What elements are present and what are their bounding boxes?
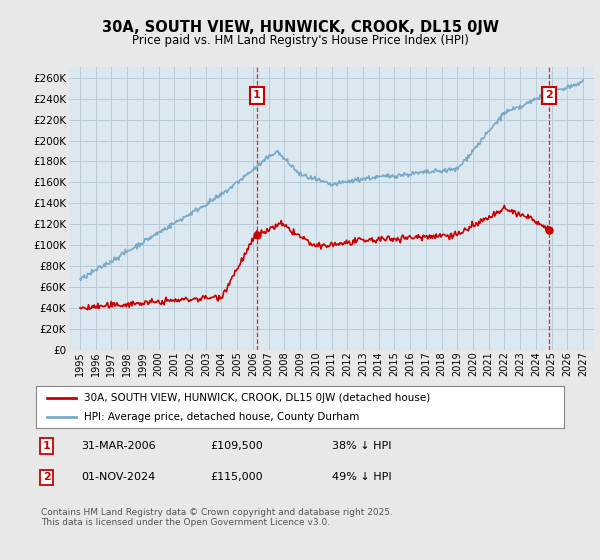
Text: 01-NOV-2024: 01-NOV-2024 (81, 473, 155, 482)
Text: 49% ↓ HPI: 49% ↓ HPI (332, 473, 391, 482)
Text: HPI: Average price, detached house, County Durham: HPI: Average price, detached house, Coun… (83, 412, 359, 422)
Text: £109,500: £109,500 (210, 441, 263, 451)
Text: 30A, SOUTH VIEW, HUNWICK, CROOK, DL15 0JW: 30A, SOUTH VIEW, HUNWICK, CROOK, DL15 0J… (101, 20, 499, 35)
Text: 30A, SOUTH VIEW, HUNWICK, CROOK, DL15 0JW (detached house): 30A, SOUTH VIEW, HUNWICK, CROOK, DL15 0J… (83, 393, 430, 403)
Text: 38% ↓ HPI: 38% ↓ HPI (332, 441, 391, 451)
Text: 1: 1 (253, 91, 261, 100)
Text: 31-MAR-2006: 31-MAR-2006 (81, 441, 155, 451)
Text: 1: 1 (43, 441, 50, 451)
Text: Contains HM Land Registry data © Crown copyright and database right 2025.
This d: Contains HM Land Registry data © Crown c… (41, 507, 393, 527)
Text: £115,000: £115,000 (210, 473, 263, 482)
Text: 2: 2 (43, 473, 50, 482)
Text: Price paid vs. HM Land Registry's House Price Index (HPI): Price paid vs. HM Land Registry's House … (131, 34, 469, 46)
Text: 2: 2 (545, 91, 553, 100)
